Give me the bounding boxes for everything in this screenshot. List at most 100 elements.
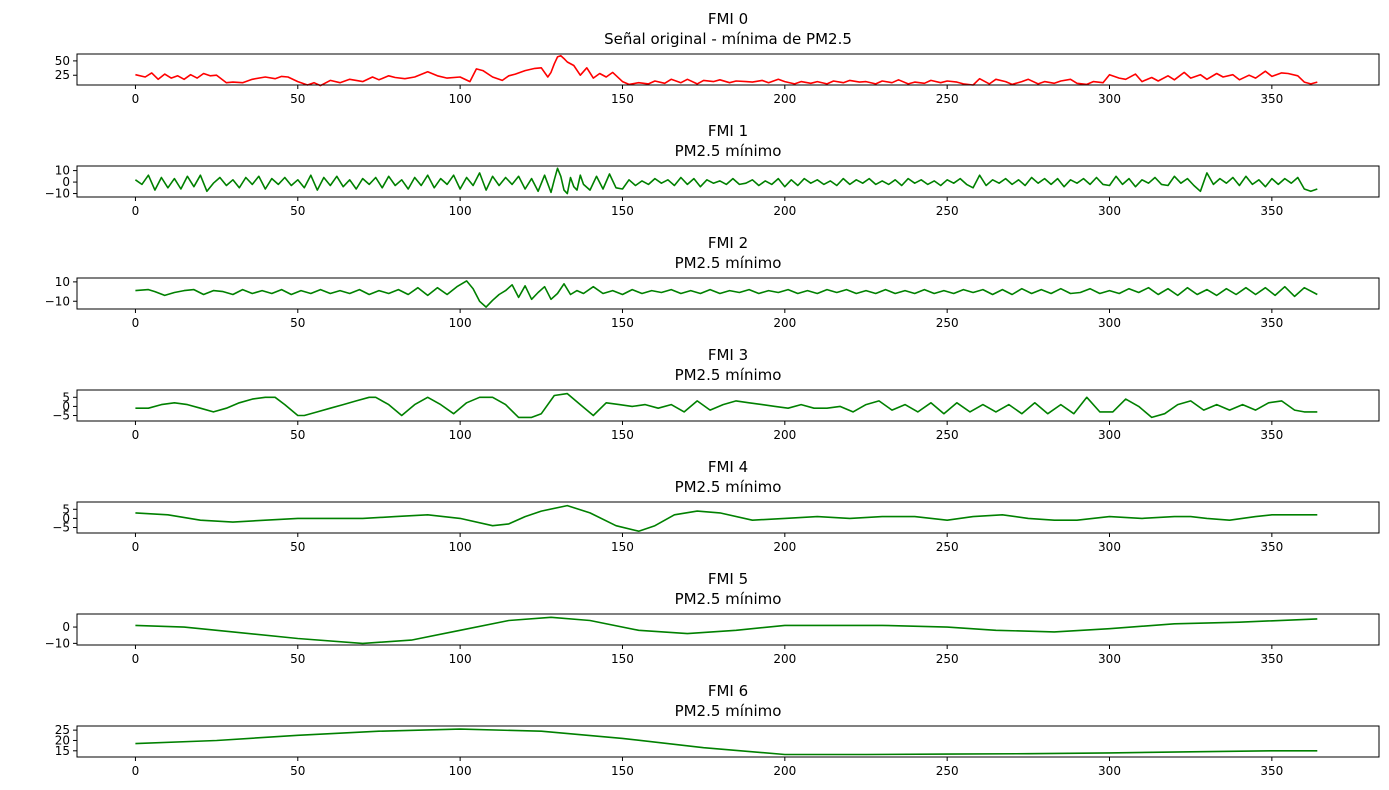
y-tick-label: 5	[62, 502, 70, 516]
x-tick-label: 300	[1098, 764, 1121, 778]
x-tick-label: 350	[1260, 316, 1283, 330]
x-tick-label: 300	[1098, 316, 1121, 330]
x-tick-label: 350	[1260, 764, 1283, 778]
y-tick-label: 5	[62, 390, 70, 404]
x-tick-label: 150	[611, 764, 634, 778]
y-tick-label: −5	[52, 521, 70, 535]
x-tick-label: 150	[611, 204, 634, 218]
y-tick-label: 0	[62, 511, 70, 525]
x-tick-label: 0	[132, 204, 140, 218]
subplot-title: FMI 6	[708, 682, 748, 700]
x-tick-label: 350	[1260, 652, 1283, 666]
y-tick-label: 50	[55, 54, 70, 68]
subplot-fmi-2: FMI 2 PM2.5 mínimo 0 50 100 150 200 250 300 350 −1…	[45, 234, 1380, 330]
x-tick-label: 100	[449, 204, 472, 218]
subplot-subtitle: PM2.5 mínimo	[675, 366, 782, 384]
x-tick-label: 50	[290, 316, 305, 330]
y-tick-label: −10	[45, 294, 70, 308]
subplot-title: FMI 0	[708, 10, 748, 28]
x-tick-label: 0	[132, 92, 140, 106]
x-tick-label: 100	[449, 316, 472, 330]
x-tick-label: 0	[132, 764, 140, 778]
y-tick-label: 10	[55, 164, 70, 178]
subplot-fmi-5: FMI 5 PM2.5 mínimo 0 50 100 150 200 250 300 350 −1…	[45, 570, 1380, 666]
y-tick-label: −10	[45, 187, 70, 201]
x-tick-label: 200	[773, 764, 796, 778]
y-tick-label: 10	[55, 275, 70, 289]
x-tick-label: 200	[773, 540, 796, 554]
y-tick-label: −10	[45, 636, 70, 650]
x-tick-label: 200	[773, 652, 796, 666]
axes-frame	[76, 277, 1380, 310]
axes-frame	[76, 53, 1380, 86]
subplot-subtitle: PM2.5 mínimo	[675, 590, 782, 608]
y-tick-label: 0	[62, 620, 70, 634]
x-tick-label: 300	[1098, 428, 1121, 442]
y-tick-label: 0	[62, 175, 70, 189]
x-tick-label: 300	[1098, 540, 1121, 554]
x-tick-label: 200	[773, 92, 796, 106]
x-tick-label: 100	[449, 540, 472, 554]
axes-frame	[76, 613, 1380, 646]
x-tick-label: 350	[1260, 92, 1283, 106]
x-tick-label: 200	[773, 428, 796, 442]
series-line	[135, 392, 1318, 419]
x-tick-label: 0	[132, 316, 140, 330]
subplot-subtitle: PM2.5 mínimo	[675, 142, 782, 160]
x-tick-label: 50	[290, 540, 305, 554]
x-tick-label: 250	[936, 764, 959, 778]
y-tick-label: 15	[55, 744, 70, 758]
axes-frame	[76, 165, 1380, 198]
x-tick-label: 0	[132, 652, 140, 666]
x-tick-label: 150	[611, 316, 634, 330]
x-tick-label: 50	[290, 428, 305, 442]
series-line	[135, 728, 1318, 756]
subplot-subtitle: Señal original - mínima de PM2.5	[604, 30, 852, 48]
x-tick-label: 100	[449, 428, 472, 442]
series-line	[135, 504, 1318, 533]
x-tick-label: 300	[1098, 652, 1121, 666]
subplot-subtitle: PM2.5 mínimo	[675, 254, 782, 272]
x-tick-label: 250	[936, 92, 959, 106]
x-tick-label: 50	[290, 204, 305, 218]
x-tick-label: 300	[1098, 92, 1121, 106]
y-tick-label: 0	[62, 399, 70, 413]
subplot-title: FMI 1	[708, 122, 748, 140]
axes-frame	[76, 725, 1380, 758]
series-line	[135, 616, 1318, 645]
x-tick-label: 350	[1260, 204, 1283, 218]
subplot-title: FMI 4	[708, 458, 748, 476]
x-tick-label: 250	[936, 428, 959, 442]
x-tick-label: 250	[936, 540, 959, 554]
x-tick-label: 350	[1260, 428, 1283, 442]
x-tick-label: 150	[611, 428, 634, 442]
x-tick-label: 150	[611, 540, 634, 554]
y-tick-label: 25	[55, 68, 70, 82]
x-tick-label: 100	[449, 764, 472, 778]
x-tick-label: 250	[936, 204, 959, 218]
x-tick-label: 250	[936, 652, 959, 666]
axes-frame	[76, 389, 1380, 422]
series-line	[135, 54, 1318, 87]
x-tick-label: 50	[290, 764, 305, 778]
x-tick-label: 250	[936, 316, 959, 330]
x-tick-label: 150	[611, 652, 634, 666]
series-line	[135, 280, 1318, 308]
subplot-fmi-6: FMI 6 PM2.5 mínimo 0 50 100 150 200 250 300 350 15…	[55, 682, 1380, 778]
y-tick-label: 25	[55, 723, 70, 737]
subplot-title: FMI 3	[708, 346, 748, 364]
x-tick-label: 150	[611, 92, 634, 106]
axes-frame	[76, 501, 1380, 534]
subplot-title: FMI 2	[708, 234, 748, 252]
x-tick-label: 100	[449, 652, 472, 666]
x-tick-label: 200	[773, 204, 796, 218]
x-tick-label: 50	[290, 652, 305, 666]
subplot-fmi-0: FMI 0 Señal original - mínima de PM2.5 0 50…	[55, 10, 1380, 106]
subplot-title: FMI 5	[708, 570, 748, 588]
x-tick-label: 200	[773, 316, 796, 330]
x-tick-label: 50	[290, 92, 305, 106]
